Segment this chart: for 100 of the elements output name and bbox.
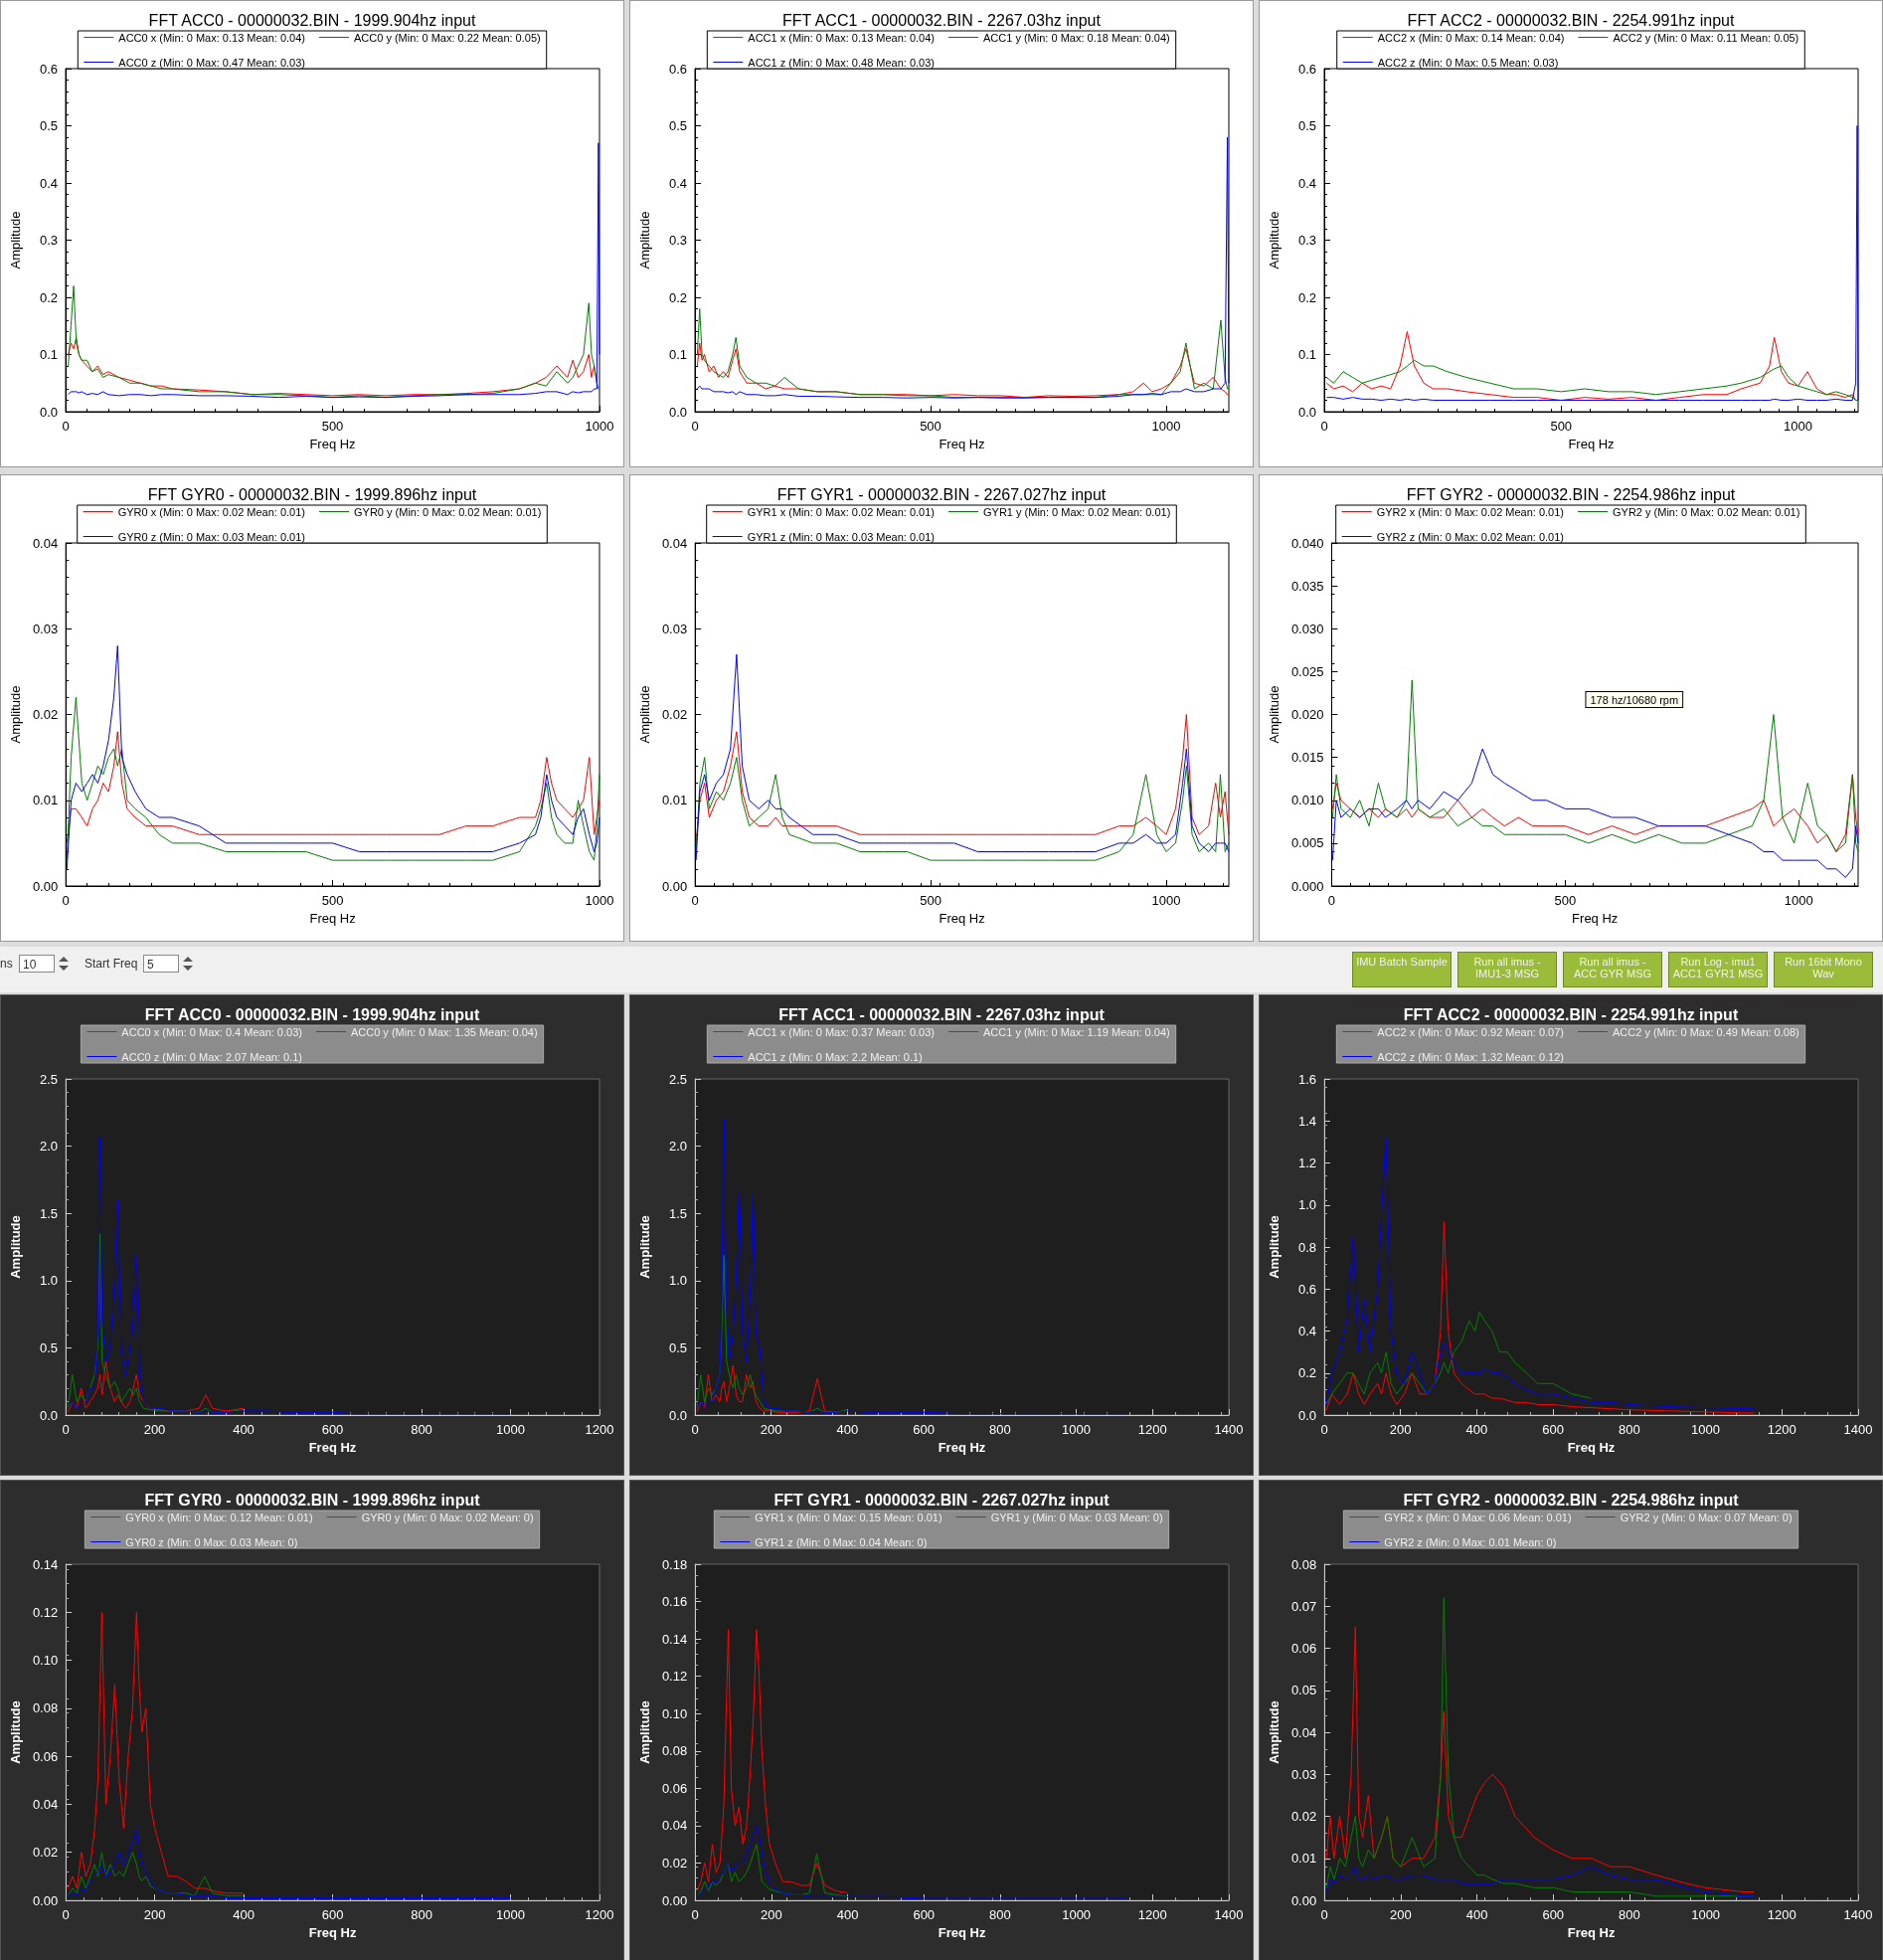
- y-tick-label: 1.5: [39, 1205, 58, 1221]
- x-axis-title: Freq Hz: [1567, 1440, 1616, 1455]
- y-tick-label: 0.2: [39, 289, 58, 305]
- y-tick-label: 0.00: [32, 878, 59, 894]
- legend-label: ACC2 z (Min: 0 Max: 0.5 Mean: 0.03): [1377, 56, 1559, 69]
- legend-label: ACC0 y (Min: 0 Max: 0.22 Mean: 0.05): [354, 31, 541, 44]
- y-tick-label: 0.5: [668, 1339, 687, 1355]
- y-tick-label: 0.00: [661, 878, 688, 894]
- legend-label: ACC1 y (Min: 0 Max: 1.19 Mean: 0.04): [983, 1025, 1170, 1038]
- y-tick-label: 0.06: [1290, 1641, 1317, 1656]
- text: Run Log - imu1 ACC1 GYR1 MSG: [1668, 952, 1768, 987]
- y-tick-label: 0.12: [32, 1604, 59, 1620]
- y-axis-title: Amplitude: [637, 1700, 652, 1764]
- y-tick-label: 0.14: [32, 1556, 59, 1572]
- x-axis-title: Freq Hz: [309, 437, 356, 451]
- x-tick-label: 1000: [1151, 893, 1181, 908]
- legend-label: ACC2 y (Min: 0 Max: 0.11 Mean: 0.05): [1613, 31, 1799, 44]
- x-tick-label: 1000: [585, 419, 614, 434]
- line-series: [67, 1852, 245, 1896]
- x-axis-title: Freq Hz: [1567, 1925, 1616, 1940]
- y-tick-label: 0.14: [661, 1631, 688, 1647]
- y-tick-label: 0.05: [1290, 1683, 1317, 1698]
- chart-title: FFT GYR2 - 00000032.BIN - 2254.986hz input: [1403, 1491, 1740, 1509]
- legend-label: GYR0 x (Min: 0 Max: 0.12 Mean: 0.01): [125, 1511, 313, 1523]
- y-tick-label: 2.5: [668, 1071, 687, 1087]
- legend-label: GYR2 x (Min: 0 Max: 0.02 Mean: 0.01): [1376, 505, 1565, 518]
- chart-title: FFT ACC1 - 00000032.BIN - 2267.03hz input: [782, 11, 1102, 29]
- x-tick-label: 600: [1542, 1907, 1565, 1922]
- y-tick-label: 0.04: [661, 535, 688, 551]
- y-axis-title: Amplitude: [8, 685, 23, 744]
- y-tick-label: 0.01: [32, 793, 59, 808]
- legend-label: GYR0 z (Min: 0 Max: 0.03 Mean: 0.01): [117, 530, 306, 543]
- legend-label: ACC1 x (Min: 0 Max: 0.13 Mean: 0.04): [748, 31, 935, 44]
- text: ns: [0, 957, 13, 971]
- legend-label: GYR2 x (Min: 0 Max: 0.06 Mean: 0.01): [1384, 1511, 1572, 1523]
- x-tick-label: 800: [411, 1422, 432, 1437]
- x-tick-label: 1200: [585, 1422, 614, 1437]
- legend-label: ACC0 z (Min: 0 Max: 2.07 Mean: 0.1): [121, 1050, 302, 1063]
- x-tick-label: 0: [62, 1907, 70, 1922]
- legend-label: ACC0 x (Min: 0 Max: 0.4 Mean: 0.03): [121, 1025, 302, 1038]
- y-tick-label: 0.6: [1297, 1281, 1316, 1297]
- legend-label: ACC0 x (Min: 0 Max: 0.13 Mean: 0.04): [118, 31, 305, 44]
- x-axis-title: Freq Hz: [939, 437, 985, 451]
- line-series: [67, 1360, 245, 1413]
- x-tick-label: 1200: [585, 1907, 614, 1922]
- legend-label: ACC0 y (Min: 0 Max: 1.35 Mean: 0.04): [350, 1025, 538, 1038]
- y-tick-label: 0.04: [1290, 1724, 1317, 1740]
- line-series: [67, 1828, 512, 1899]
- y-tick-label: 0.4: [1297, 1324, 1316, 1338]
- x-tick-label: 0: [691, 1907, 699, 1922]
- y-tick-label: 1.0: [39, 1273, 58, 1289]
- x-tick-label: 600: [913, 1422, 935, 1437]
- x-tick-label: 0: [1327, 893, 1336, 908]
- text: 10: [19, 955, 55, 973]
- line-series: [1325, 125, 1859, 401]
- y-tick-label: 0.2: [1297, 289, 1316, 305]
- legend-label: GYR0 x (Min: 0 Max: 0.02 Mean: 0.01): [117, 505, 306, 518]
- y-axis-title: Amplitude: [637, 211, 652, 269]
- y-tick-label: 0.07: [1290, 1598, 1317, 1614]
- x-tick-label: 200: [760, 1422, 782, 1437]
- y-tick-label: 0.0: [1297, 404, 1316, 420]
- y-tick-label: 0.00: [32, 1892, 59, 1908]
- x-tick-label: 1000: [1062, 1907, 1092, 1922]
- x-tick-label: 1200: [1767, 1422, 1797, 1437]
- x-tick-label: 1000: [496, 1907, 525, 1922]
- x-tick-label: 200: [143, 1907, 166, 1922]
- x-tick-label: 200: [1390, 1907, 1412, 1922]
- y-axis-title: Amplitude: [8, 211, 23, 269]
- line-series: [1325, 1311, 1592, 1405]
- legend-label: GYR0 z (Min: 0 Max: 0.03 Mean: 0): [125, 1535, 298, 1548]
- legend-label: GYR1 x (Min: 0 Max: 0.02 Mean: 0.01): [747, 505, 936, 518]
- y-axis-title: Amplitude: [8, 1215, 23, 1279]
- y-tick-label: 1.5: [668, 1205, 687, 1221]
- y-tick-label: 0.005: [1290, 835, 1324, 851]
- legend-label: ACC2 x (Min: 0 Max: 0.14 Mean: 0.04): [1377, 31, 1565, 44]
- x-tick-label: 600: [913, 1907, 936, 1922]
- y-tick-label: 0.020: [1290, 707, 1324, 722]
- x-tick-label: 400: [233, 1422, 255, 1437]
- text: Run all imus - ACC GYR MSG: [1563, 952, 1662, 987]
- y-tick-label: 0.035: [1290, 578, 1324, 594]
- line-series: [1331, 748, 1859, 878]
- x-tick-label: 0: [691, 1422, 699, 1437]
- y-tick-label: 0.04: [32, 1796, 59, 1812]
- line-series: [66, 696, 600, 861]
- x-axis-title: Freq Hz: [1568, 437, 1615, 451]
- x-tick-label: 600: [321, 1422, 344, 1437]
- legend-label: GYR2 z (Min: 0 Max: 0.02 Mean: 0.01): [1376, 530, 1565, 543]
- x-tick-label: 600: [321, 1907, 344, 1922]
- y-tick-label: 0.000: [1290, 878, 1324, 894]
- y-tick-label: 1.6: [1297, 1071, 1316, 1087]
- y-tick-label: 0.030: [1290, 621, 1324, 636]
- x-tick-label: 0: [1320, 1907, 1328, 1922]
- x-tick-label: 400: [1465, 1907, 1488, 1922]
- y-tick-label: 0.1: [1297, 347, 1316, 362]
- y-axis-title: Amplitude: [1267, 685, 1282, 744]
- line-series: [68, 285, 600, 399]
- legend-label: GYR2 z (Min: 0 Max: 0.01 Mean: 0): [1384, 1535, 1557, 1548]
- y-tick-label: 1.0: [1297, 1197, 1316, 1213]
- line-series: [68, 142, 600, 399]
- x-axis-title: Freq Hz: [1572, 911, 1619, 926]
